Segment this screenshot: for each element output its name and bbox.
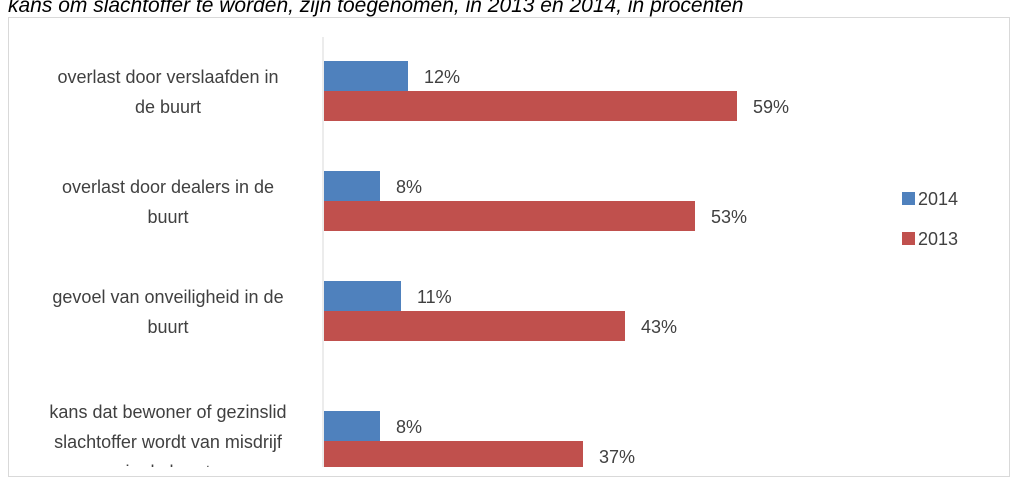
value-label: 11% bbox=[417, 287, 452, 307]
value-labels: 12% 59% 8% 53% 11% 43% 8% 37% bbox=[396, 67, 789, 467]
legend-swatch-2013 bbox=[902, 232, 915, 245]
bar-2014-1 bbox=[324, 171, 380, 201]
bar-2013-1 bbox=[324, 201, 695, 231]
bars bbox=[324, 61, 737, 467]
value-label: 59% bbox=[753, 97, 789, 117]
legend: 2014 2013 bbox=[902, 189, 958, 249]
category-label: in de buurt bbox=[125, 462, 210, 467]
bar-2014-2 bbox=[324, 281, 401, 311]
value-label: 8% bbox=[396, 417, 422, 437]
chart-canvas: kans om slachtoffer te worden, zijn toeg… bbox=[8, 0, 1010, 477]
value-label: 53% bbox=[711, 207, 747, 227]
bar-2014-3 bbox=[324, 411, 380, 441]
category-label: slachtoffer wordt van misdrijf bbox=[54, 432, 283, 452]
category-label: overlast door verslaafden in bbox=[57, 67, 278, 87]
legend-label: 2014 bbox=[918, 189, 958, 209]
value-label: 37% bbox=[599, 447, 635, 467]
bar-chart: overlast door verslaafden in de buurt over… bbox=[49, 37, 958, 467]
category-label: buurt bbox=[147, 317, 188, 337]
chart-caption: kans om slachtoffer te worden, zijn toeg… bbox=[8, 0, 744, 17]
bar-2013-3 bbox=[324, 441, 583, 467]
value-label: 8% bbox=[396, 177, 422, 197]
value-label: 12% bbox=[424, 67, 460, 87]
legend-swatch-2014 bbox=[902, 192, 915, 205]
category-label: gevoel van onveiligheid in de bbox=[52, 287, 283, 307]
legend-label: 2013 bbox=[918, 229, 958, 249]
category-label: kans dat bewoner of gezinslid bbox=[49, 402, 286, 422]
bar-2013-0 bbox=[324, 91, 737, 121]
category-label: buurt bbox=[147, 207, 188, 227]
bar-2014-0 bbox=[324, 61, 408, 91]
category-labels: overlast door verslaafden in de buurt over… bbox=[49, 67, 286, 467]
category-label: overlast door dealers in de bbox=[62, 177, 274, 197]
value-label: 43% bbox=[641, 317, 677, 337]
category-label: de buurt bbox=[135, 97, 201, 117]
bar-2013-2 bbox=[324, 311, 625, 341]
